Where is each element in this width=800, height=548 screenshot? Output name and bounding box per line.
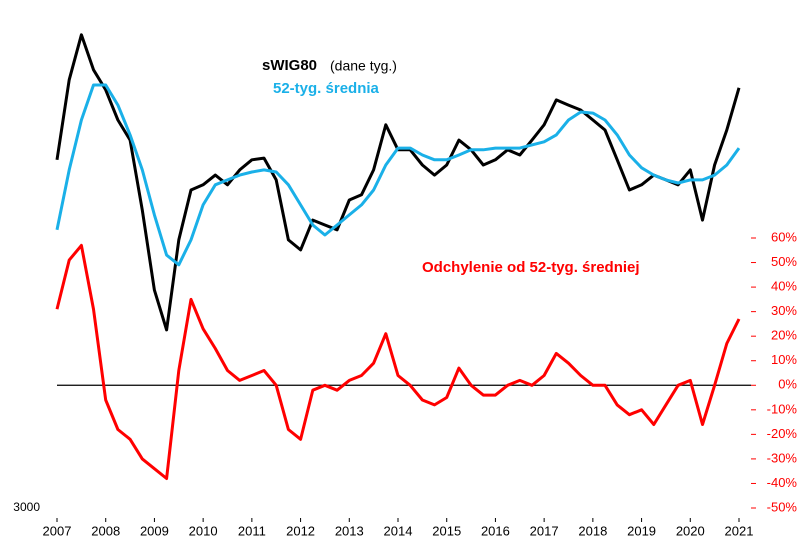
x-tick-label: 2015 [432, 523, 461, 538]
x-tick-label: 2011 [238, 523, 266, 538]
y2-tick-label: -50% [767, 499, 798, 514]
y2-tick-label: -30% [767, 450, 798, 465]
x-tick-label: 2016 [481, 523, 510, 538]
x-tick-label: 2020 [676, 523, 705, 538]
y2-tick-label: 20% [771, 328, 797, 343]
y2-tick-label: -10% [767, 401, 798, 416]
series-line [55, 83, 741, 267]
series-label: sWIG80 [262, 57, 317, 74]
y2-tick-label: 0% [778, 377, 797, 392]
x-tick-label: 2021 [725, 523, 754, 538]
series-label: 52-tyg. średnia [273, 80, 380, 97]
x-tick-label: 2018 [578, 523, 607, 538]
series-label: Odchylenie od 52-tyg. średniej [422, 259, 640, 276]
x-tick-label: 2019 [627, 523, 656, 538]
series-line [55, 243, 741, 480]
y-tick-label: 3000 [13, 500, 40, 514]
x-tick-label: 2017 [530, 523, 559, 538]
y2-tick-label: 50% [771, 254, 797, 269]
x-tick-label: 2008 [91, 523, 120, 538]
y2-tick-label: 40% [771, 279, 797, 294]
annotation: (dane tyg.) [330, 58, 397, 74]
x-tick-label: 2014 [384, 523, 413, 538]
y2-tick-label: -40% [767, 475, 798, 490]
y2-tick-label: 60% [771, 229, 797, 244]
y2-tick-label: -20% [767, 426, 798, 441]
series-line [55, 33, 741, 332]
x-tick-label: 2007 [43, 523, 72, 538]
x-tick-label: 2013 [335, 523, 364, 538]
x-tick-label: 2012 [286, 523, 315, 538]
x-tick-label: 2010 [189, 523, 218, 538]
y2-tick-label: 10% [771, 352, 797, 367]
x-tick-label: 2009 [140, 523, 169, 538]
y2-tick-label: 30% [771, 303, 797, 318]
